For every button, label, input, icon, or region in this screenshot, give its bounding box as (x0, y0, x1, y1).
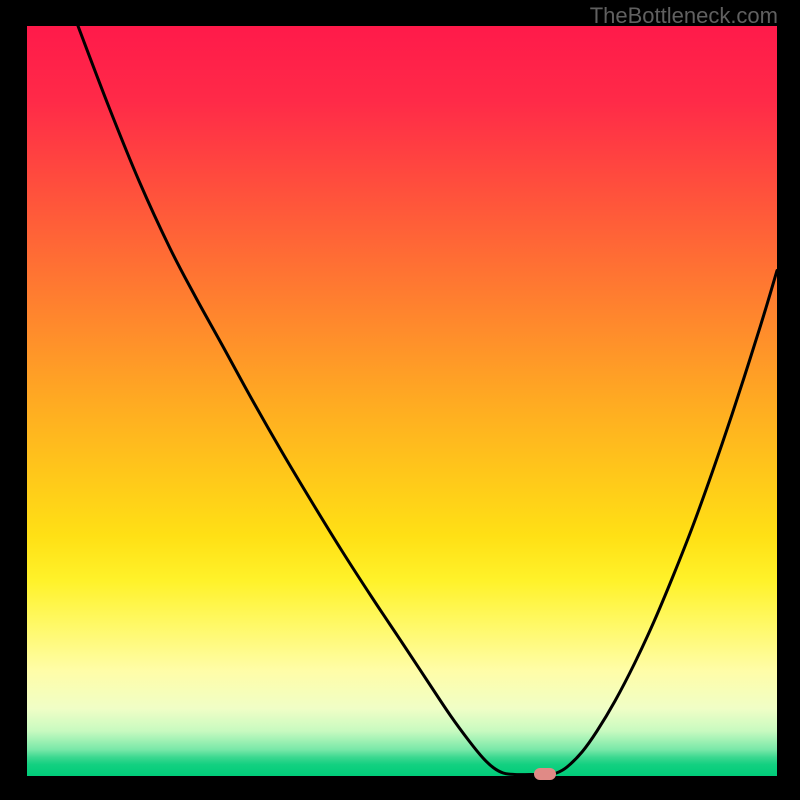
bottleneck-curve (27, 26, 777, 776)
watermark-text: TheBottleneck.com (590, 3, 778, 29)
plot-area (27, 26, 777, 776)
curve-path (78, 26, 777, 775)
optimal-marker (534, 768, 556, 780)
